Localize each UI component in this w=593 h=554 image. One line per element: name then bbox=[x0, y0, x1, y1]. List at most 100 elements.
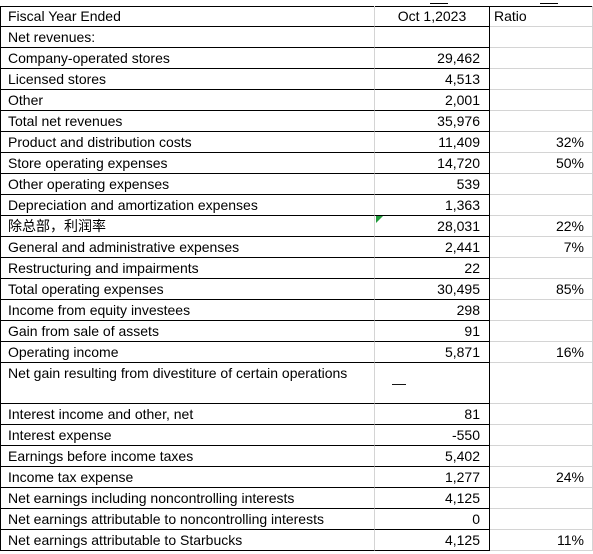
row-label-cell[interactable]: Licensed stores bbox=[0, 69, 375, 90]
cell-warning-triangle-icon[interactable] bbox=[376, 216, 383, 223]
row-label-cell[interactable]: 除总部，利润率 bbox=[0, 216, 375, 237]
row-value-cell[interactable]: 0 bbox=[375, 509, 490, 530]
table-row: General and administrative expenses 2,44… bbox=[0, 237, 593, 258]
table-row: Net earnings attributable to Starbucks 4… bbox=[0, 530, 593, 551]
table-row: Operating income 5,871 16% bbox=[0, 342, 593, 363]
table-row: Income tax expense 1,277 24% bbox=[0, 467, 593, 488]
table-row: Depreciation and amortization expenses 1… bbox=[0, 195, 593, 216]
row-value-cell[interactable]: 2,001 bbox=[375, 90, 490, 111]
row-ratio-cell[interactable] bbox=[490, 90, 593, 111]
row-value-cell[interactable]: 35,976 bbox=[375, 111, 490, 132]
table-row: Net revenues: bbox=[0, 27, 593, 48]
table-row: Net earnings attributable to noncontroll… bbox=[0, 509, 593, 530]
header-row: Fiscal Year Ended Oct 1,2023 Ratio bbox=[0, 6, 593, 27]
row-label-cell[interactable]: Net gain resulting from divestiture of c… bbox=[0, 363, 375, 404]
row-value-cell[interactable] bbox=[375, 27, 490, 48]
row-ratio-cell[interactable]: 22% bbox=[490, 216, 593, 237]
row-ratio-cell[interactable] bbox=[490, 509, 593, 530]
header-ratio-cell[interactable]: Ratio bbox=[490, 6, 593, 27]
row-label-cell[interactable]: Restructuring and impairments bbox=[0, 258, 375, 279]
row-ratio-cell[interactable] bbox=[490, 27, 593, 48]
row-ratio-cell[interactable] bbox=[490, 446, 593, 467]
row-ratio-cell[interactable]: 24% bbox=[490, 467, 593, 488]
table-row: Licensed stores 4,513 bbox=[0, 69, 593, 90]
table-row: Other 2,001 bbox=[0, 90, 593, 111]
row-value-cell[interactable]: 91 bbox=[375, 321, 490, 342]
row-value-cell[interactable]: 5,402 bbox=[375, 446, 490, 467]
row-label-cell[interactable]: Gain from sale of assets bbox=[0, 321, 375, 342]
row-value-cell[interactable]: 22 bbox=[375, 258, 490, 279]
row-ratio-cell[interactable] bbox=[490, 363, 593, 404]
table-row: Total net revenues 35,976 bbox=[0, 111, 593, 132]
row-label-cell[interactable]: Earnings before income taxes bbox=[0, 446, 375, 467]
table-row: Income from equity investees 298 bbox=[0, 300, 593, 321]
row-value-cell[interactable]: 4,513 bbox=[375, 69, 490, 90]
row-value-cell[interactable]: 14,720 bbox=[375, 153, 490, 174]
top-border-mark bbox=[430, 0, 448, 4]
row-label-cell[interactable]: Total operating expenses bbox=[0, 279, 375, 300]
row-ratio-cell[interactable] bbox=[490, 258, 593, 279]
row-ratio-cell[interactable] bbox=[490, 425, 593, 446]
row-value-cell[interactable]: 28,031 bbox=[375, 216, 490, 237]
row-value-cell[interactable]: 11,409 bbox=[375, 132, 490, 153]
row-label-cell[interactable]: Product and distribution costs bbox=[0, 132, 375, 153]
row-label-cell[interactable]: Operating income bbox=[0, 342, 375, 363]
table-row: 除总部，利润率 28,031 22% bbox=[0, 216, 593, 237]
row-ratio-cell[interactable]: 32% bbox=[490, 132, 593, 153]
row-label-cell[interactable]: Interest expense bbox=[0, 425, 375, 446]
table-row: Interest expense -550 bbox=[0, 425, 593, 446]
row-value-cell[interactable]: 1,363 bbox=[375, 195, 490, 216]
row-value-cell[interactable]: 5,871 bbox=[375, 342, 490, 363]
table-row: Product and distribution costs 11,409 32… bbox=[0, 132, 593, 153]
row-ratio-cell[interactable] bbox=[490, 404, 593, 425]
row-ratio-cell[interactable] bbox=[490, 321, 593, 342]
header-period-cell[interactable]: Oct 1,2023 bbox=[375, 6, 490, 27]
row-value-cell[interactable]: 30,495 bbox=[375, 279, 490, 300]
row-ratio-cell[interactable]: 7% bbox=[490, 237, 593, 258]
row-label-cell[interactable]: Income tax expense bbox=[0, 467, 375, 488]
row-value-cell[interactable]: 81 bbox=[375, 404, 490, 425]
table-row: Net gain resulting from divestiture of c… bbox=[0, 363, 593, 404]
row-label-cell[interactable]: Net earnings attributable to noncontroll… bbox=[0, 509, 375, 530]
row-value-cell[interactable]: 1,277 bbox=[375, 467, 490, 488]
row-value-cell[interactable]: 298 bbox=[375, 300, 490, 321]
row-value-cell[interactable]: — bbox=[375, 363, 490, 404]
row-ratio-cell[interactable]: 16% bbox=[490, 342, 593, 363]
row-ratio-cell[interactable]: 85% bbox=[490, 279, 593, 300]
row-value-cell[interactable]: 539 bbox=[375, 174, 490, 195]
row-label-cell[interactable]: General and administrative expenses bbox=[0, 237, 375, 258]
row-ratio-cell[interactable] bbox=[490, 111, 593, 132]
row-label-cell[interactable]: Interest income and other, net bbox=[0, 404, 375, 425]
table-row: Other operating expenses 539 bbox=[0, 174, 593, 195]
row-label-cell[interactable]: Income from equity investees bbox=[0, 300, 375, 321]
row-label-cell[interactable]: Net revenues: bbox=[0, 27, 375, 48]
row-label-cell[interactable]: Depreciation and amortization expenses bbox=[0, 195, 375, 216]
row-ratio-cell[interactable] bbox=[490, 195, 593, 216]
table-row: Net earnings including noncontrolling in… bbox=[0, 488, 593, 509]
row-ratio-cell[interactable] bbox=[490, 48, 593, 69]
row-value-cell[interactable]: 2,441 bbox=[375, 237, 490, 258]
table-row: Total operating expenses 30,495 85% bbox=[0, 279, 593, 300]
table-row: Company-operated stores 29,462 bbox=[0, 48, 593, 69]
row-label-cell[interactable]: Total net revenues bbox=[0, 111, 375, 132]
row-value-cell[interactable]: 29,462 bbox=[375, 48, 490, 69]
row-value-cell[interactable]: 4,125 bbox=[375, 488, 490, 509]
row-ratio-cell[interactable] bbox=[490, 488, 593, 509]
header-label-cell[interactable]: Fiscal Year Ended bbox=[0, 6, 375, 27]
row-ratio-cell[interactable]: 50% bbox=[490, 153, 593, 174]
row-label-cell[interactable]: Other bbox=[0, 90, 375, 111]
row-label-cell[interactable]: Net earnings including noncontrolling in… bbox=[0, 488, 375, 509]
row-label-cell[interactable]: Other operating expenses bbox=[0, 174, 375, 195]
row-label-cell[interactable]: Net earnings attributable to Starbucks bbox=[0, 530, 375, 551]
row-ratio-cell[interactable] bbox=[490, 69, 593, 90]
row-value-cell[interactable]: 4,125 bbox=[375, 530, 490, 551]
row-ratio-cell[interactable]: 11% bbox=[490, 530, 593, 551]
table-row: Interest income and other, net 81 bbox=[0, 404, 593, 425]
row-ratio-cell[interactable] bbox=[490, 174, 593, 195]
row-ratio-cell[interactable] bbox=[490, 300, 593, 321]
table-row: Store operating expenses 14,720 50% bbox=[0, 153, 593, 174]
row-label-cell[interactable]: Company-operated stores bbox=[0, 48, 375, 69]
row-label-cell[interactable]: Store operating expenses bbox=[0, 153, 375, 174]
row-value-cell[interactable]: -550 bbox=[375, 425, 490, 446]
